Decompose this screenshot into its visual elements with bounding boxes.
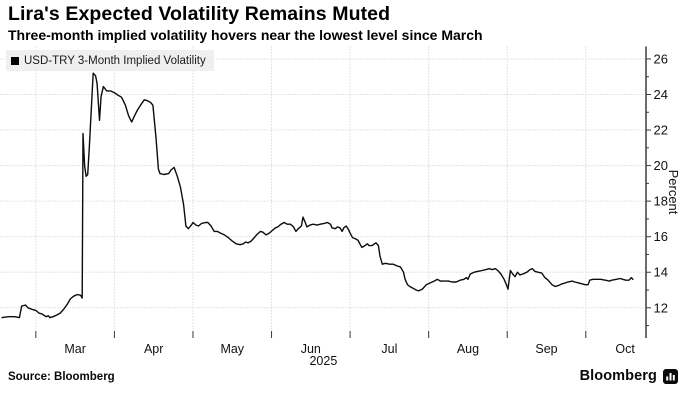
- x-month-label: Oct: [615, 342, 635, 356]
- x-year-label: 2025: [309, 354, 337, 368]
- percent-axis-label: Percent: [666, 170, 681, 215]
- x-month-label: Sep: [535, 342, 557, 356]
- x-month-label: Apr: [144, 342, 163, 356]
- chart-legend: USD-TRY 3-Month Implied Volatility: [6, 50, 214, 71]
- y-tick-label: 16: [654, 229, 668, 244]
- y-tick-label: 12: [654, 300, 668, 315]
- chart-title: Lira's Expected Volatility Remains Muted: [8, 3, 391, 25]
- bloomberg-bar-chart-icon: [663, 368, 678, 384]
- x-month-label: Aug: [457, 342, 479, 356]
- legend-series-label: USD-TRY 3-Month Implied Volatility: [24, 54, 206, 67]
- y-tick-label: 20: [654, 158, 668, 173]
- bloomberg-wordmark: Bloomberg: [579, 368, 657, 384]
- x-month-label: Jul: [381, 342, 397, 356]
- chart-subtitle: Three-month implied volatility hovers ne…: [8, 27, 483, 43]
- x-month-label: Jun: [301, 342, 321, 356]
- y-tick-label: 18: [654, 194, 668, 209]
- x-month-label: May: [220, 342, 244, 356]
- bloomberg-brand: Bloomberg: [580, 368, 678, 384]
- source-attribution: Source: Bloomberg: [8, 371, 115, 383]
- x-month-label: Mar: [64, 342, 86, 356]
- legend-square-marker-icon: [11, 56, 19, 65]
- volatility-series-line: [1, 72, 634, 319]
- y-tick-label: 26: [654, 51, 668, 66]
- y-tick-label: 14: [654, 265, 668, 280]
- y-tick-label: 24: [654, 87, 668, 102]
- y-tick-label: 22: [654, 123, 668, 138]
